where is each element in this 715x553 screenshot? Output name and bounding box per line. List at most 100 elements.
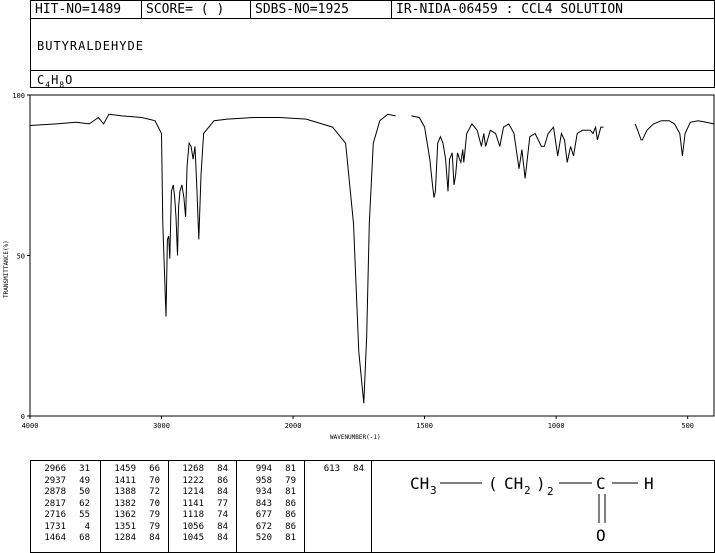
peak-wavenumber: 1459 xyxy=(114,464,136,474)
peak-transmittance: 84 xyxy=(149,533,160,543)
peak-col-divider xyxy=(304,460,305,553)
peak-row: 1268 84 xyxy=(174,464,228,476)
compound-divider xyxy=(31,70,714,71)
open-paren: ( xyxy=(488,474,498,493)
peak-row: 1731 4 xyxy=(36,522,90,534)
peak-transmittance: 4 xyxy=(84,521,90,532)
peak-wavenumber: 2937 xyxy=(44,475,66,486)
peak-wavenumber: 613 xyxy=(323,464,340,474)
peak-col-divider xyxy=(236,460,237,553)
header-divider xyxy=(250,1,251,19)
peak-row: 1362 79 xyxy=(106,510,160,522)
peak-transmittance: 84 xyxy=(217,464,228,474)
peak-wavenumber: 958 xyxy=(255,475,272,486)
peak-row: 1045 84 xyxy=(174,533,228,545)
x-tick-label: 500 xyxy=(681,422,694,430)
aldehyde-hydrogen: H xyxy=(644,474,654,493)
peak-transmittance: 70 xyxy=(149,498,160,509)
peak-transmittance: 86 xyxy=(285,498,296,509)
spectrum-line xyxy=(411,115,604,198)
peak-wavenumber: 520 xyxy=(255,533,272,543)
peak-row: 958 79 xyxy=(242,476,296,488)
y-axis-title: TRANSMITTANCE(%) xyxy=(3,240,10,298)
peak-row: 1222 86 xyxy=(174,476,228,488)
formula-count: 4 xyxy=(45,80,52,90)
carbonyl-carbon: C xyxy=(596,474,606,493)
peak-wavenumber: 843 xyxy=(255,498,272,509)
y-tick-label: 50 xyxy=(17,253,25,261)
peak-transmittance: 49 xyxy=(79,475,90,486)
peak-col-divider xyxy=(168,460,169,553)
formula-element: O xyxy=(65,73,74,87)
spectrum-line xyxy=(29,113,396,404)
peak-wavenumber: 1731 xyxy=(44,521,66,532)
peak-transmittance: 84 xyxy=(217,533,228,543)
peak-row: 1388 72 xyxy=(106,487,160,499)
peak-transmittance: 84 xyxy=(217,487,228,497)
peak-wavenumber: 1222 xyxy=(182,475,204,486)
peak-row: 672 86 xyxy=(242,522,296,534)
peak-col-divider xyxy=(100,460,101,553)
peak-transmittance: 86 xyxy=(217,475,228,486)
peak-column: 2966 31 2937 49 2878 50 2817 62 2716 55 1731 4 1464 6… xyxy=(36,464,90,545)
formula-count: 8 xyxy=(59,80,66,90)
peak-transmittance: 81 xyxy=(285,464,296,474)
x-axis-ticks: 4000 3000 2000 1500 1000 500 xyxy=(22,416,694,430)
peak-wavenumber: 934 xyxy=(255,487,272,497)
peak-wavenumber: 1388 xyxy=(114,487,136,497)
peak-row: 2937 49 xyxy=(36,476,90,488)
peak-wavenumber: 2716 xyxy=(44,510,66,520)
peak-row: 1284 84 xyxy=(106,533,160,545)
ch3-subscript: 3 xyxy=(430,484,437,497)
peak-row: 1351 79 xyxy=(106,522,160,534)
peak-column: 1268 84 1222 86 1214 84 1141 77 1118 74 1056 84 1045… xyxy=(174,464,228,545)
peak-transmittance: 31 xyxy=(79,464,90,474)
peak-wavenumber: 1118 xyxy=(182,510,204,520)
peak-transmittance: 81 xyxy=(285,533,296,543)
formula-element: C xyxy=(37,73,46,87)
peak-row: 1411 70 xyxy=(106,476,160,488)
peak-wavenumber: 1464 xyxy=(44,533,66,543)
peak-transmittance: 79 xyxy=(149,510,160,520)
peak-transmittance: 77 xyxy=(217,498,228,509)
peak-wavenumber: 1411 xyxy=(114,475,136,486)
peak-wavenumber: 2817 xyxy=(44,498,66,509)
peak-row: 1141 77 xyxy=(174,499,228,511)
peak-transmittance: 70 xyxy=(149,475,160,486)
peak-row: 2716 55 xyxy=(36,510,90,522)
y-tick-label: 0 xyxy=(21,413,25,421)
peak-row: 520 81 xyxy=(242,533,296,545)
carbonyl-oxygen: O xyxy=(596,526,606,545)
hit-number: HIT-NO=1489 xyxy=(35,2,122,17)
peak-row: 613 84 xyxy=(310,464,364,476)
x-tick-label: 1000 xyxy=(548,422,565,430)
peak-wavenumber: 1045 xyxy=(182,533,204,543)
y-tick-label: 100 xyxy=(12,92,25,100)
peak-row: 934 81 xyxy=(242,487,296,499)
peak-row: 1118 74 xyxy=(174,510,228,522)
ch3-group: CH xyxy=(410,474,429,493)
plot-frame xyxy=(29,94,715,417)
formula-element: H xyxy=(51,73,60,87)
peak-transmittance: 86 xyxy=(285,521,296,532)
peak-row: 843 86 xyxy=(242,499,296,511)
ch2-subscript: 2 xyxy=(524,484,531,497)
peak-transmittance: 84 xyxy=(353,464,364,474)
peak-wavenumber: 1362 xyxy=(114,510,136,520)
peak-row: 1459 66 xyxy=(106,464,160,476)
close-paren: ) xyxy=(536,474,546,493)
peak-transmittance: 81 xyxy=(285,487,296,497)
x-tick-label: 3000 xyxy=(153,422,170,430)
spectrum-line xyxy=(634,120,715,157)
peak-row: 1464 68 xyxy=(36,533,90,545)
peak-transmittance: 86 xyxy=(285,510,296,520)
spectrum-series xyxy=(29,113,715,404)
peak-wavenumber: 672 xyxy=(255,521,272,532)
peak-transmittance: 74 xyxy=(217,510,228,520)
peak-transmittance: 55 xyxy=(79,510,90,520)
peak-wavenumber: 2966 xyxy=(44,464,66,474)
repeat-count: 2 xyxy=(547,485,554,498)
peak-wavenumber: 994 xyxy=(255,464,272,474)
peak-transmittance: 84 xyxy=(217,521,228,532)
peak-transmittance: 50 xyxy=(79,487,90,497)
